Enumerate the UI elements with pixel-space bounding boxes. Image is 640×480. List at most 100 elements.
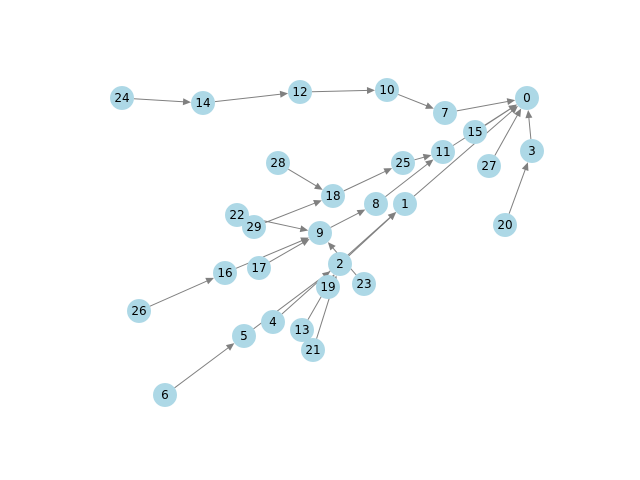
node-circle	[290, 318, 314, 342]
node-label: 19	[320, 280, 335, 294]
edge-line	[214, 93, 283, 103]
node-5: 5	[232, 324, 256, 348]
arrowhead	[299, 225, 309, 233]
node-label: 9	[316, 226, 324, 240]
node-26: 26	[127, 299, 151, 323]
arrowhead	[383, 168, 393, 175]
edge-26-to-16	[149, 277, 215, 307]
arrowhead	[182, 98, 192, 106]
node-label: 14	[195, 96, 210, 110]
node-label: 1	[401, 197, 409, 211]
node-circle	[463, 120, 487, 144]
node-circle	[288, 80, 312, 104]
node-25: 25	[391, 151, 415, 175]
node-circle	[266, 151, 290, 175]
node-12: 12	[288, 80, 312, 104]
node-circle	[352, 272, 376, 296]
node-label: 25	[395, 156, 410, 170]
edge-18-to-25	[343, 168, 393, 192]
node-27: 27	[477, 154, 501, 178]
node-circle	[308, 221, 332, 245]
arrowhead	[509, 105, 518, 114]
edge-28-to-18	[288, 168, 323, 190]
node-label: 5	[240, 329, 248, 343]
edge-line	[385, 162, 430, 198]
edge-line	[311, 89, 370, 93]
node-label: 4	[269, 315, 277, 329]
edge-line	[508, 167, 527, 214]
node-circle	[301, 338, 325, 362]
edge-10-to-7	[397, 93, 434, 109]
node-19: 19	[316, 275, 340, 299]
arrowhead	[366, 86, 376, 94]
node-label: 2	[336, 257, 344, 271]
edge-9-to-8	[330, 209, 366, 228]
node-circle	[391, 151, 415, 175]
node-6: 6	[153, 383, 177, 407]
node-label: 23	[356, 277, 371, 291]
arrowhead	[425, 102, 434, 109]
node-circle	[477, 154, 501, 178]
node-7: 7	[433, 101, 457, 125]
node-2: 2	[328, 252, 352, 276]
node-20: 20	[493, 213, 517, 237]
edge-11-to-0	[452, 104, 517, 146]
node-circle	[433, 101, 457, 125]
node-circle	[316, 275, 340, 299]
edge-line	[397, 93, 429, 107]
node-18: 18	[321, 184, 345, 208]
edge-7-to-0	[456, 98, 516, 112]
node-label: 10	[379, 83, 394, 97]
node-circle	[493, 213, 517, 237]
edge-1-to-0	[413, 105, 518, 197]
arrowhead	[521, 162, 529, 171]
node-label: 8	[372, 197, 380, 211]
arrowhead	[321, 271, 331, 279]
node-label: 6	[161, 388, 169, 402]
node-circle	[127, 299, 151, 323]
node-label: 22	[229, 208, 244, 222]
node-circle	[515, 86, 539, 110]
edge-27-to-0	[494, 108, 522, 156]
edge-6-to-5	[174, 343, 235, 389]
node-22: 22	[225, 203, 249, 227]
node-label: 11	[435, 145, 450, 159]
node-label: 15	[467, 125, 482, 139]
edge-line	[413, 109, 514, 197]
node-21: 21	[301, 338, 325, 362]
node-8: 8	[364, 192, 388, 216]
node-label: 16	[217, 266, 232, 280]
node-circle	[247, 256, 271, 280]
node-16: 16	[213, 261, 237, 285]
node-label: 26	[131, 304, 146, 318]
node-9: 9	[308, 221, 332, 245]
arrowhead	[356, 209, 366, 217]
node-circle	[328, 252, 352, 276]
node-label: 17	[251, 261, 266, 275]
node-circle	[110, 86, 134, 110]
edge-line	[149, 279, 209, 307]
node-4: 4	[261, 310, 285, 334]
edge-25-to-11	[414, 153, 432, 161]
node-11: 11	[431, 140, 455, 164]
arrowhead	[514, 108, 522, 118]
node-circle	[213, 261, 237, 285]
node-label: 3	[528, 144, 536, 158]
edge-line	[288, 168, 318, 188]
node-label: 18	[325, 189, 340, 203]
edge-16-to-9	[235, 237, 309, 269]
edge-29-to-18	[264, 200, 322, 224]
node-circle	[261, 310, 285, 334]
node-label: 29	[246, 220, 261, 234]
node-circle	[364, 192, 388, 216]
node-circle	[191, 91, 215, 115]
edge-line	[330, 211, 361, 228]
node-circle	[232, 324, 256, 348]
node-label: 27	[481, 159, 496, 173]
node-0: 0	[515, 86, 539, 110]
node-circle	[393, 192, 417, 216]
edge-line	[133, 98, 186, 103]
